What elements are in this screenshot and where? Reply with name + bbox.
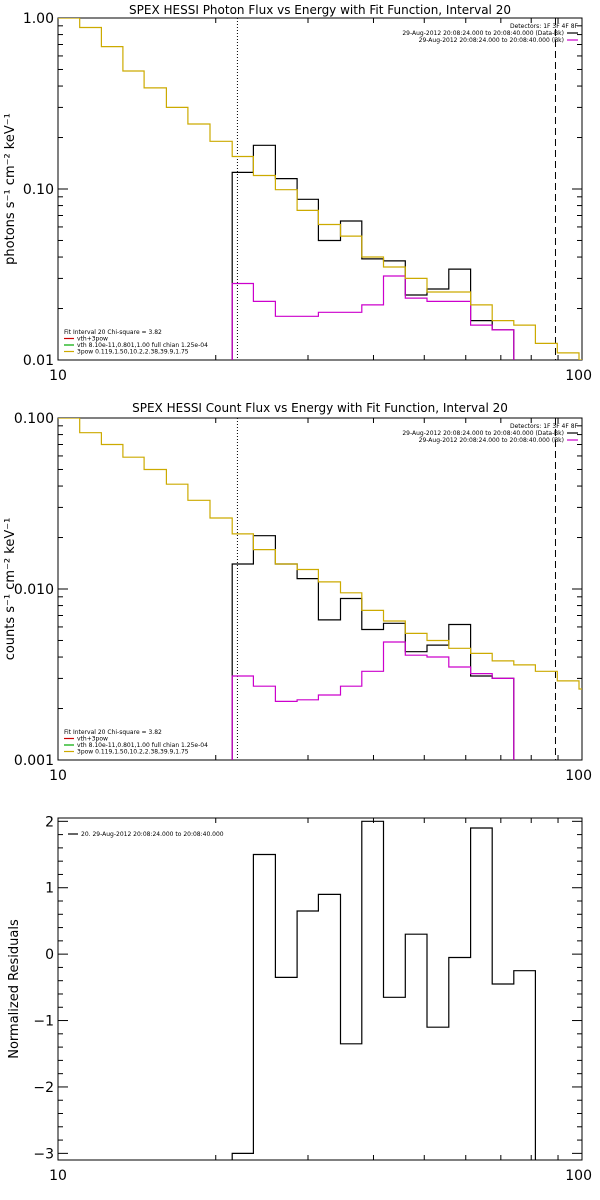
y-tick-label: 1 [45,881,54,897]
y-axis-label: Normalized Residuals [7,919,22,1059]
legend-entry-text: 3pow 0.119,1.50,10.2,2.38,39.9,1.75 [77,349,189,356]
series-1 [231,820,536,1160]
plot-frame [57,417,583,761]
series-3 [58,418,582,690]
legend-entry-text: 20. 29-Aug-2012 20:08:24.000 to 20:08:40… [81,831,224,838]
chart-panel-1: SPEX HESSI Photon Flux vs Energy with Fi… [3,3,592,384]
legend-header: Detectors: 1F 3F 4F 8F [510,23,579,30]
series-line [231,641,515,760]
legend-entry-text: vth+3pow [77,336,108,343]
y-tick-label: 0.10 [23,182,54,198]
chart-title: SPEX HESSI Count Flux vs Energy with Fit… [132,401,508,415]
legend-entry-text: vth 8.10e-11,0.801,1.00 full chian 1.25e… [77,342,208,349]
y-tick-label: 1.00 [23,11,54,27]
plot-frame [57,817,583,1161]
y-tick-label: 0.100 [14,411,54,427]
y-tick-label: 2 [45,814,54,830]
series-3 [58,18,582,360]
plot-frame [57,17,583,361]
y-tick-label: −3 [33,1146,54,1162]
legend-entry-text: 29-Aug-2012 20:08:24.000 to 20:08:40.000… [419,437,564,444]
series-line [58,418,582,690]
legend-entry-text: 29-Aug-2012 20:08:24.000 to 20:08:40.000… [402,430,564,437]
legend-bottom-left: Fit Interval 20 Chi-square = 3.82vth+3po… [64,329,208,356]
series-2 [231,275,515,360]
y-tick-label: −2 [33,1080,54,1096]
x-tick-label: 100 [565,768,592,784]
y-tick-label: 0 [45,947,54,963]
series-line [231,820,536,1160]
chart-panel-3: Normalized Residuals 10 100 −3 −2 −1 0 1 2 20. 29… [7,814,592,1184]
series-line [231,535,515,760]
legend-bottom-left: Fit Interval 20 Chi-square = 3.82vth+3po… [64,729,208,756]
legend-top-left: 20. 29-Aug-2012 20:08:24.000 to 20:08:40… [68,831,224,838]
series-1 [231,535,515,760]
legend-entry-text: 29-Aug-2012 20:08:24.000 to 20:08:40.000… [419,37,564,44]
legend-entry-text: 29-Aug-2012 20:08:24.000 to 20:08:40.000… [402,30,564,37]
x-tick-label: 100 [565,368,592,384]
y-axis-label: photons s⁻¹ cm⁻² keV⁻¹ [3,113,18,265]
legend-header: Detectors: 1F 3F 4F 8F [510,423,579,430]
series-line [58,18,582,360]
legend-entry-text: vth 8.10e-11,0.801,1.00 full chian 1.25e… [77,742,208,749]
x-tick-label: 100 [565,1168,592,1184]
y-tick-label: 0.001 [14,753,54,769]
legend-header: Fit Interval 20 Chi-square = 3.82 [64,729,162,736]
y-tick-label: −1 [33,1014,54,1030]
x-tick-label: 10 [49,768,67,784]
y-axis-label: counts s⁻¹ cm⁻² keV⁻¹ [3,518,18,661]
series-1 [231,144,515,360]
chart-panel-2: SPEX HESSI Count Flux vs Energy with Fit… [3,401,592,784]
y-tick-label: 0.010 [14,582,54,598]
series-line [231,275,515,360]
series-line [231,144,515,360]
legend-entry-text: vth+3pow [77,736,108,743]
y-tick-label: 0.01 [23,353,54,369]
legend-header: Fit Interval 20 Chi-square = 3.82 [64,329,162,336]
chart-title: SPEX HESSI Photon Flux vs Energy with Fi… [129,3,511,17]
legend-entry-text: 3pow 0.119,1.50,10.2,2.38,39.9,1.75 [77,749,189,756]
x-tick-label: 10 [49,368,67,384]
series-2 [231,641,515,760]
x-tick-label: 10 [49,1168,67,1184]
